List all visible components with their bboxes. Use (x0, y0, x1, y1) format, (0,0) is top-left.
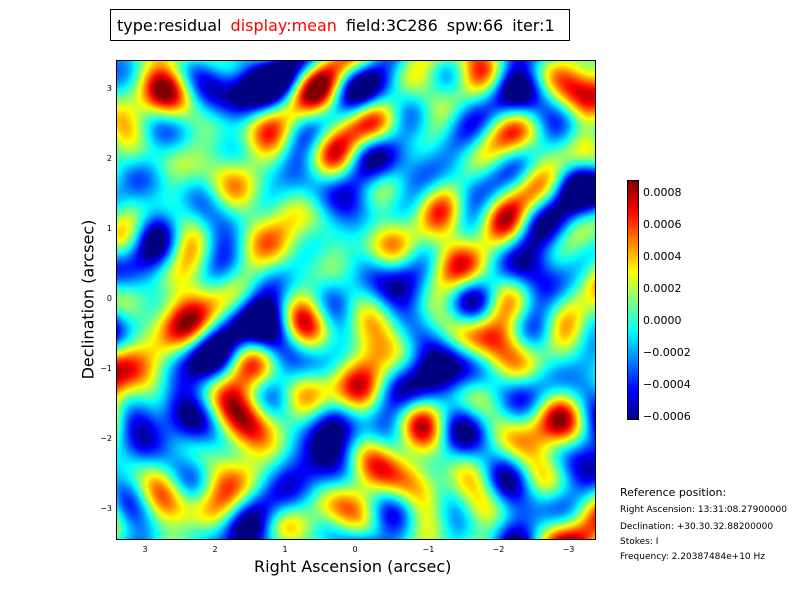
x-tick-label: −3 (562, 545, 575, 554)
colorbar-tick-label: 0.0004 (643, 249, 682, 263)
colorbar-tick-label: −0.0004 (643, 377, 691, 391)
y-tick-label: −1 (100, 364, 112, 373)
colorbar (627, 180, 639, 420)
reference-heading: Reference position: (620, 486, 727, 499)
x-axis-label: Right Ascension (arcsec) (254, 557, 452, 576)
y-tick-label: 3 (106, 84, 112, 93)
y-tick-label: −3 (100, 504, 112, 513)
reference-dec: Declination: +30.30.32.88200000 (620, 522, 774, 532)
x-tick-label: 2 (212, 545, 218, 554)
colorbar-tick-label: −0.0002 (643, 345, 691, 359)
x-tick-label: 1 (282, 545, 288, 554)
colorbar-tick-label: 0.0008 (643, 185, 682, 199)
y-tick-label: 1 (106, 224, 112, 233)
title-iter: iter:1 (512, 15, 555, 35)
plot-title: type:residual display:mean field:3C286 s… (110, 9, 570, 41)
y-tick-label: −2 (100, 434, 112, 443)
title-field: field:3C286 (345, 15, 438, 35)
title-display: display:mean (230, 15, 337, 35)
title-spw: spw:66 (446, 15, 504, 35)
colorbar-tick-label: 0.0000 (643, 313, 682, 327)
residual-image[interactable] (117, 61, 595, 539)
x-tick-label: 0 (352, 545, 358, 554)
x-tick-label: −2 (492, 545, 505, 554)
colorbar-tick-label: 0.0002 (643, 281, 682, 295)
reference-frequency: Frequency: 2.20387484e+10 Hz (620, 552, 766, 562)
reference-ra: Right Ascension: 13:31:08.27900000 (620, 505, 787, 515)
reference-stokes: Stokes: I (620, 537, 659, 547)
plot-axes (116, 60, 596, 540)
y-tick-label: 0 (106, 294, 112, 303)
colorbar-tick-label: −0.0006 (643, 409, 691, 423)
x-tick-label: −1 (422, 545, 435, 554)
y-axis-label: Declination (arcsec) (78, 219, 98, 380)
colorbar-tick-label: 0.0006 (643, 217, 682, 231)
title-type: type:residual (117, 15, 222, 35)
y-tick-label: 2 (106, 154, 112, 163)
x-tick-label: 3 (142, 545, 148, 554)
